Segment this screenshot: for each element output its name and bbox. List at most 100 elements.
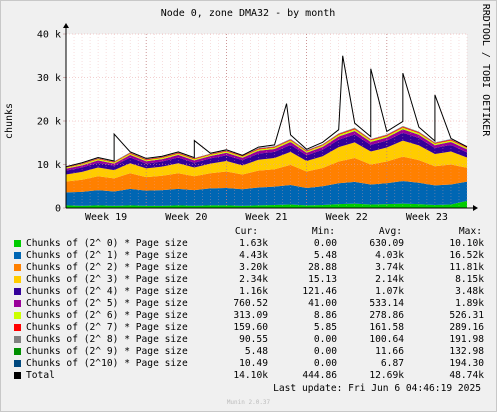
legend-min-value: 0.00	[313, 334, 337, 345]
legend-swatch	[14, 348, 21, 355]
legend-max-value: 1.89k	[455, 298, 484, 309]
x-tick-label-2: Week 21	[245, 212, 287, 223]
legend-header-cur: Cur:	[234, 226, 258, 237]
legend-label: Chunks of (2^ 9) * Page size	[26, 346, 188, 357]
legend-avg-value: 533.14	[369, 298, 404, 309]
legend-swatch	[14, 336, 21, 343]
side-credit-text: RRDTOOL / TOBI OETIKER	[480, 4, 491, 137]
area-series-5	[66, 129, 467, 171]
legend-header-min: Min:	[311, 226, 335, 237]
x-tick-label-0: Week 19	[85, 212, 127, 223]
legend-cur-value: 10.49	[239, 358, 268, 369]
legend-cur-value: 1.63k	[239, 238, 268, 249]
legend-header-max: Max:	[458, 226, 482, 237]
legend-min-value: 15.13	[308, 274, 337, 285]
legend-max-value: 10.10k	[449, 238, 484, 249]
legend-avg-value: 161.58	[369, 322, 404, 333]
x-tick-label-4: Week 23	[406, 212, 448, 223]
legend-swatch	[14, 360, 21, 367]
x-tick-label-1: Week 20	[165, 212, 207, 223]
legend-min-value: 444.86	[302, 370, 337, 381]
legend-min-value: 41.00	[308, 298, 337, 309]
legend-cur-value: 760.52	[233, 298, 268, 309]
legend-avg-value: 2.14k	[375, 274, 404, 285]
area-series-10	[66, 126, 467, 167]
legend-cur-value: 14.10k	[233, 370, 268, 381]
legend-max-value: 48.74k	[449, 370, 484, 381]
legend-max-value: 8.15k	[455, 274, 484, 285]
legend-min-value: 28.88	[308, 262, 337, 273]
footer-text: Munin 2.0.37	[226, 399, 271, 406]
total-line	[65, 55, 468, 168]
legend-label: Chunks of (2^ 2) * Page size	[26, 262, 188, 273]
legend-max-value: 11.81k	[449, 262, 484, 273]
legend-header: Cur: Min: Avg: Max:	[0, 226, 497, 238]
legend-max-value: 289.16	[449, 322, 484, 333]
y-tick-label-0: 0	[55, 204, 61, 215]
area-series-9	[66, 126, 467, 167]
legend-max-value: 132.98	[449, 346, 484, 357]
legend-swatch	[14, 264, 21, 271]
legend-cur-value: 159.60	[233, 322, 268, 333]
legend-cur-value: 1.16k	[239, 286, 268, 297]
area-series-7	[66, 126, 467, 168]
legend-avg-value: 12.69k	[369, 370, 404, 381]
legend-cur-value: 313.09	[233, 310, 268, 321]
legend-swatch	[14, 240, 21, 247]
area-series-4	[66, 132, 467, 175]
legend-avg-value: 100.64	[369, 334, 404, 345]
legend-label: Chunks of (2^ 4) * Page size	[26, 286, 188, 297]
chart-title: Node 0, zone DMA32 - by month	[161, 8, 336, 19]
legend-cur-value: 4.43k	[239, 250, 268, 261]
legend-min-value: 5.48	[313, 250, 337, 261]
legend-min-value: 0.00	[313, 238, 337, 249]
legend-label: Chunks of (2^ 7) * Page size	[26, 322, 188, 333]
legend-label: Total	[26, 370, 55, 381]
legend-label: Chunks of (2^ 3) * Page size	[26, 274, 188, 285]
legend-max-value: 3.48k	[455, 286, 484, 297]
legend-min-value: 0.00	[313, 346, 337, 357]
legend-max-value: 191.98	[449, 334, 484, 345]
legend-avg-value: 630.09	[369, 238, 404, 249]
legend-label: Chunks of (2^ 0) * Page size	[26, 238, 188, 249]
legend-label: Chunks of (2^ 5) * Page size	[26, 298, 188, 309]
y-axis-arrow	[63, 23, 69, 28]
legend-label: Chunks of (2^ 8) * Page size	[26, 334, 188, 345]
legend-avg-value: 3.74k	[375, 262, 404, 273]
last-update-text: Last update: Fri Jun 6 04:46:19 2025	[273, 383, 481, 394]
legend-avg-value: 1.07k	[375, 286, 404, 297]
area-series-2	[66, 156, 467, 193]
area-series-0	[66, 200, 467, 208]
y-axis-label: chunks	[4, 103, 15, 139]
legend-label: Chunks of (2^10) * Page size	[26, 358, 188, 369]
x-axis-arrow	[473, 205, 478, 211]
legend-avg-value: 11.66	[375, 346, 404, 357]
y-tick-label-1: 10 k	[37, 160, 61, 171]
legend-label: Chunks of (2^ 6) * Page size	[26, 310, 188, 321]
y-tick-label-3: 30 k	[37, 73, 61, 84]
area-series-6	[66, 127, 467, 169]
legend-swatch	[14, 288, 21, 295]
legend-header-avg: Avg:	[378, 226, 402, 237]
legend-label: Chunks of (2^ 1) * Page size	[26, 250, 188, 261]
legend-swatch	[14, 324, 21, 331]
legend-cur-value: 5.48	[244, 346, 268, 357]
legend-max-value: 16.52k	[449, 250, 484, 261]
legend-swatch	[14, 300, 21, 307]
legend-swatch	[14, 372, 21, 379]
legend-cur-value: 3.20k	[239, 262, 268, 273]
y-tick-label-4: 40 k	[37, 30, 61, 41]
legend-swatch	[14, 252, 21, 259]
legend-min-value: 0.00	[313, 358, 337, 369]
legend-cur-value: 2.34k	[239, 274, 268, 285]
legend-min-value: 5.85	[313, 322, 337, 333]
area-series-3	[66, 140, 467, 182]
legend-avg-value: 6.87	[380, 358, 404, 369]
legend-min-value: 8.86	[313, 310, 337, 321]
legend-avg-value: 4.03k	[375, 250, 404, 261]
y-tick-label-2: 20 k	[37, 117, 61, 128]
legend-max-value: 526.31	[449, 310, 484, 321]
legend-cur-value: 90.55	[239, 334, 268, 345]
legend-swatch	[14, 276, 21, 283]
